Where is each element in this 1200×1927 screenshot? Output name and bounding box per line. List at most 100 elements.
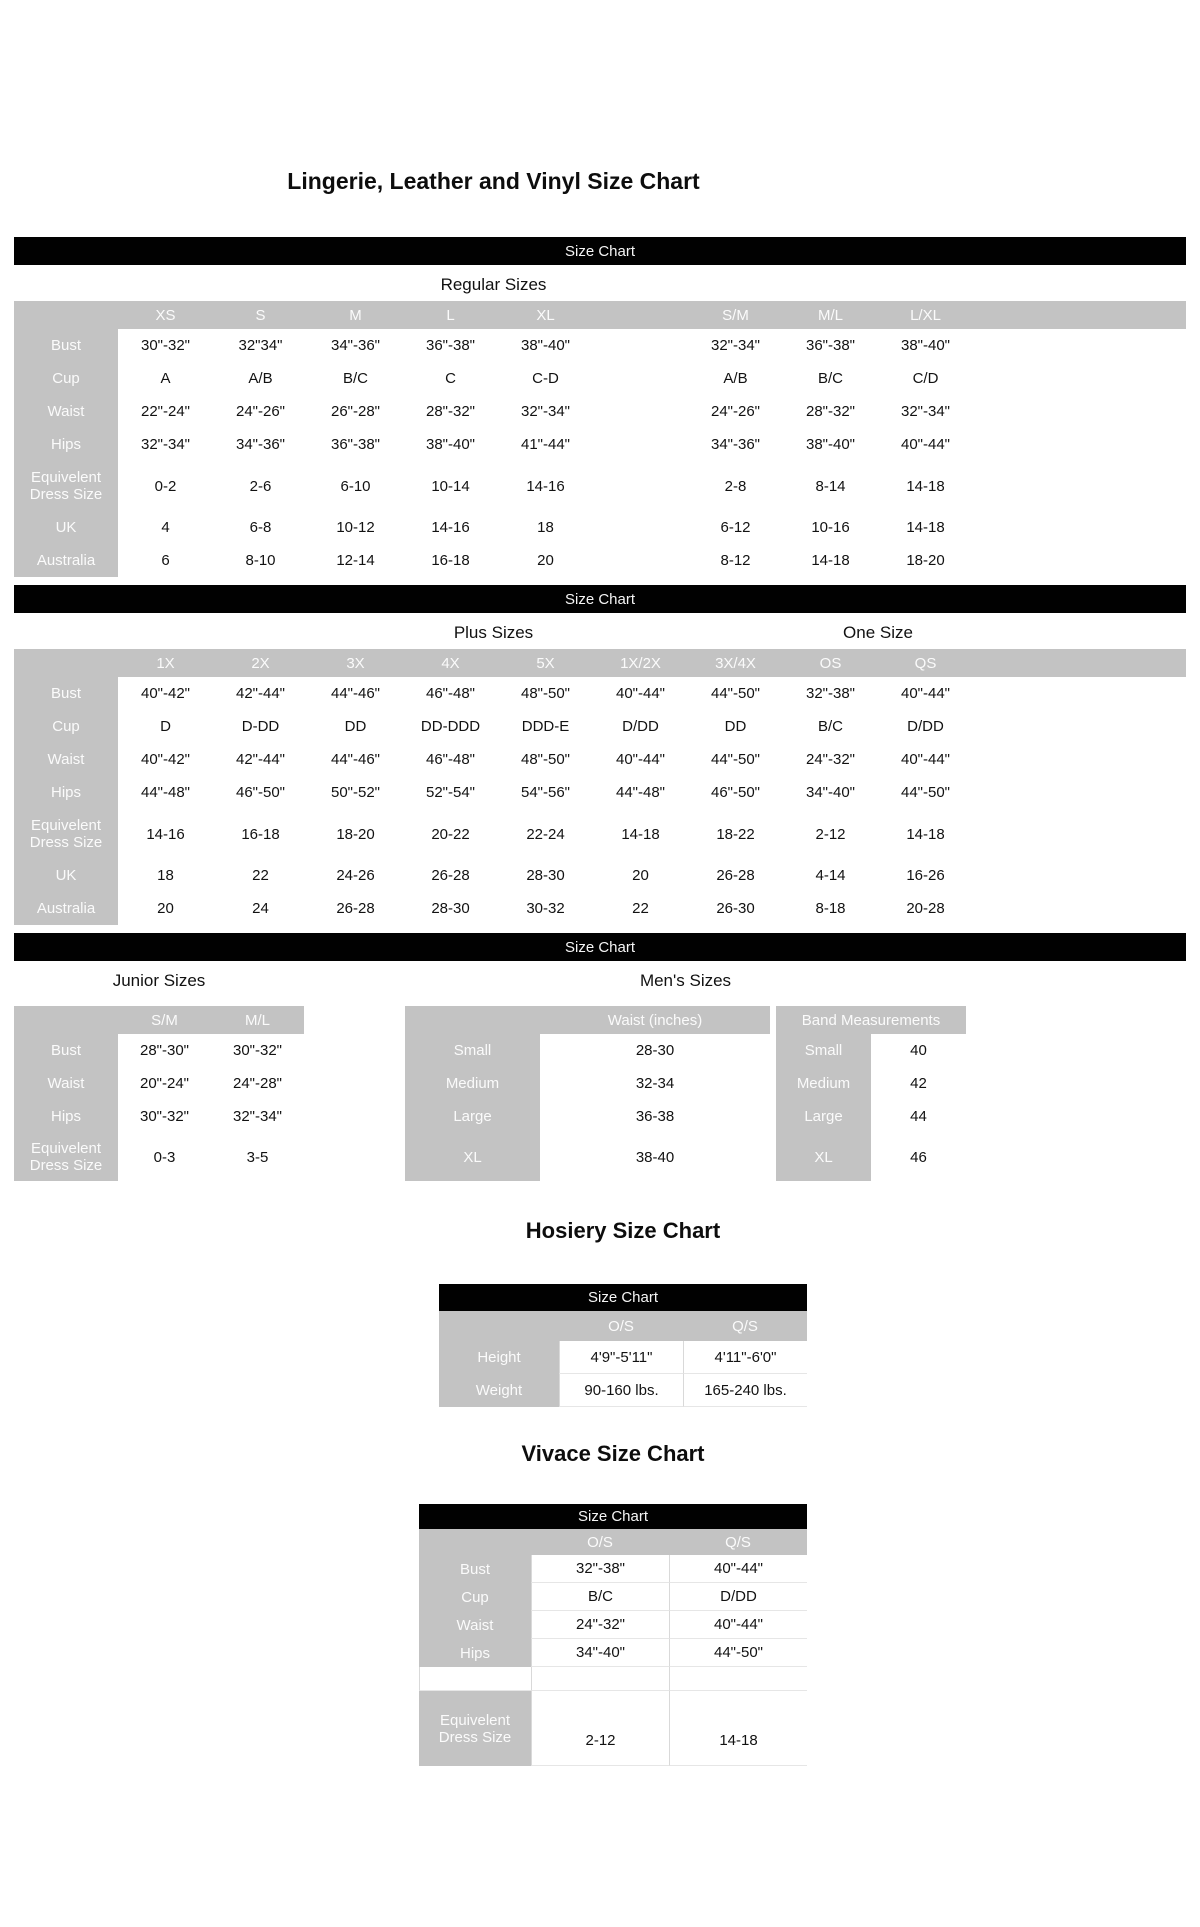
value-cell: 4 [118, 511, 213, 544]
value-cell: 38"-40" [498, 329, 593, 362]
column-header: S/M [118, 1006, 211, 1034]
value-cell: 40"-42" [118, 743, 213, 776]
header-row: Band Measurements [776, 1006, 966, 1034]
table-row [419, 1667, 807, 1691]
value-cell: 2-12 [531, 1691, 669, 1766]
value-cell [593, 461, 688, 511]
value-cell: 34"-36" [308, 329, 403, 362]
regular-sizes-table: XS S M L XL S/M M/L L/XL Bust 30"-32" 32"34" 34"-36… [14, 301, 1186, 577]
value-cell: 44"-50" [688, 743, 783, 776]
column-header: Band Measurements [776, 1006, 966, 1034]
value-cell: 18-20 [308, 809, 403, 859]
value-cell: 20 [118, 892, 213, 925]
header-row: O/S Q/S [419, 1529, 807, 1555]
value-cell: 10-14 [403, 461, 498, 511]
value-cell: 6-10 [308, 461, 403, 511]
value-cell [593, 544, 688, 577]
value-cell: 20-22 [403, 809, 498, 859]
value-cell: 4'11"-6'0" [683, 1341, 807, 1374]
row-filler [973, 511, 1186, 544]
hosiery-title: Hosiery Size Chart [525, 1218, 721, 1243]
table-row: XL 38-40 [405, 1133, 770, 1181]
value-cell: 46"-48" [403, 677, 498, 710]
table-row: UK 4 6-8 10-12 14-16 18 6-12 10-16 14-18 [14, 511, 1186, 544]
value-cell: 26-28 [688, 859, 783, 892]
regular-sizes-subtitle-row: Regular Sizes [14, 273, 1186, 297]
value-cell: DD [688, 710, 783, 743]
value-cell: B/C [308, 362, 403, 395]
value-cell: 24"-26" [213, 395, 308, 428]
value-cell: 24"-32" [783, 743, 878, 776]
value-cell: 8-10 [213, 544, 308, 577]
table-row: Weight 90-160 lbs. 165-240 lbs. [439, 1374, 807, 1407]
row-label: Large [776, 1100, 871, 1133]
row-label: Bust [419, 1555, 531, 1583]
value-cell: 32"-34" [498, 395, 593, 428]
value-cell: 38"-40" [783, 428, 878, 461]
value-cell: 24"-26" [688, 395, 783, 428]
value-cell: 165-240 lbs. [683, 1374, 807, 1407]
mens-band-table: Band Measurements Small 40 Medium 42 Large 44 X… [776, 1006, 966, 1181]
value-cell: 20 [498, 544, 593, 577]
value-cell: D [118, 710, 213, 743]
column-header: 3X/4X [688, 649, 783, 677]
value-cell: 26-30 [688, 892, 783, 925]
value-cell [593, 329, 688, 362]
value-cell: DD-DDD [403, 710, 498, 743]
value-cell: 6-8 [213, 511, 308, 544]
table-row: Australia 6 8-10 12-14 16-18 20 8-12 14-18 18-20 [14, 544, 1186, 577]
table-row: Bust 28"-30" 30"-32" [14, 1034, 304, 1067]
value-cell: 14-18 [783, 544, 878, 577]
table-row: Cup A A/B B/C C C-D A/B B/C C/D [14, 362, 1186, 395]
table-row: Large 36-38 [405, 1100, 770, 1133]
header-row: 1X 2X 3X 4X 5X 1X/2X 3X/4X OS QS [14, 649, 1186, 677]
value-cell: 26-28 [308, 892, 403, 925]
value-cell: 30"-32" [118, 1100, 211, 1133]
row-filler [973, 743, 1186, 776]
value-cell: 22 [593, 892, 688, 925]
value-cell: 32"-38" [531, 1555, 669, 1583]
value-cell: 32"-34" [211, 1100, 304, 1133]
value-cell: 22 [213, 859, 308, 892]
value-cell: 12-14 [308, 544, 403, 577]
size-chart-bar: Size Chart [439, 1284, 807, 1311]
table-row: Hips 30"-32" 32"-34" [14, 1100, 304, 1133]
row-label: Australia [14, 544, 118, 577]
column-header: L/XL [878, 301, 973, 329]
value-cell: 14-18 [878, 809, 973, 859]
mens-waist-table: Waist (inches) Small 28-30 Medium 32-34 Large… [405, 1006, 770, 1181]
value-cell: 36"-38" [403, 329, 498, 362]
table-row: Small 28-30 [405, 1034, 770, 1067]
row-label: UK [14, 511, 118, 544]
table-row: Medium 32-34 [405, 1067, 770, 1100]
value-cell: 0-2 [118, 461, 213, 511]
value-cell: 36-38 [540, 1100, 770, 1133]
header-row: S/M M/L [14, 1006, 304, 1034]
size-chart-bar: Size Chart [14, 237, 1186, 265]
table-row: Equivelent Dress Size 2-12 14-18 [419, 1691, 807, 1766]
corner-cell [419, 1529, 531, 1555]
value-cell: 44 [871, 1100, 966, 1133]
row-label: Bust [14, 1034, 118, 1067]
junior-sizes-table: S/M M/L Bust 28"-30" 30"-32" Waist 20"-24" 24"-… [14, 1006, 304, 1181]
value-cell: 14-16 [498, 461, 593, 511]
value-cell: 2-8 [688, 461, 783, 511]
junior-mens-tables: S/M M/L Bust 28"-30" 30"-32" Waist 20"-24" 24"-… [14, 1006, 1186, 1184]
value-cell: 2-6 [213, 461, 308, 511]
value-cell: 22-24 [498, 809, 593, 859]
value-cell: 40 [871, 1034, 966, 1067]
value-cell: 8-14 [783, 461, 878, 511]
size-chart-bar: Size Chart [14, 585, 1186, 613]
value-cell: 40"-44" [593, 677, 688, 710]
value-cell: 6-12 [688, 511, 783, 544]
column-header: S [213, 301, 308, 329]
value-cell: 30"-32" [211, 1034, 304, 1067]
plus-sizes-table: 1X 2X 3X 4X 5X 1X/2X 3X/4X OS QS Bust 40"-42" 42"-4… [14, 649, 1186, 925]
value-cell: 24-26 [308, 859, 403, 892]
value-cell: 24"-28" [211, 1067, 304, 1100]
value-cell: 3-5 [211, 1133, 304, 1181]
row-label: Medium [405, 1067, 540, 1100]
table-row: Hips 32"-34" 34"-36" 36"-38" 38"-40" 41"-44" 3… [14, 428, 1186, 461]
value-cell: 90-160 lbs. [559, 1374, 683, 1407]
value-cell: 36"-38" [308, 428, 403, 461]
